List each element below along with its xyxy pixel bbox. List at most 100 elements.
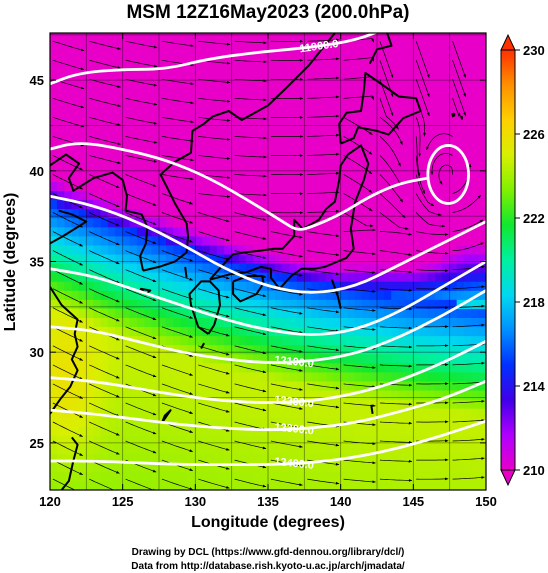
field-cell [427, 408, 436, 418]
field-cell [209, 299, 218, 309]
field-cell [136, 163, 145, 173]
field-cell [311, 290, 320, 300]
field-cell [202, 344, 211, 355]
field-cell [253, 45, 262, 56]
field-cell [144, 371, 153, 382]
colorbar-tick-label: 214 [523, 379, 545, 394]
field-cell [144, 54, 153, 65]
field-cell [129, 444, 138, 455]
field-cell [50, 72, 58, 83]
field-cell [50, 208, 58, 219]
field-cell [158, 272, 167, 282]
field-cell [50, 217, 58, 228]
field-cell [463, 335, 472, 346]
field-cell [391, 281, 400, 291]
field-cell [325, 244, 334, 255]
field-cell [56, 244, 65, 255]
field-cell [136, 145, 145, 155]
streamline [198, 97, 231, 103]
colorbar-extend-max [500, 33, 516, 51]
streamline [52, 155, 84, 171]
field-cell [260, 90, 269, 101]
field-cell [78, 272, 87, 282]
field-cell [56, 36, 65, 46]
field-cell [289, 281, 298, 291]
field-cell [136, 426, 145, 436]
field-cell [347, 163, 356, 173]
field-cell [347, 263, 356, 273]
field-cell [195, 199, 203, 210]
field-cell [64, 326, 73, 337]
field-cell [107, 399, 116, 409]
field-cell [282, 190, 291, 201]
field-cell [136, 181, 145, 192]
field-cell [449, 371, 458, 382]
field-cell [362, 335, 371, 346]
field-cell [427, 54, 436, 65]
field-cell [187, 208, 196, 219]
field-cell [325, 127, 334, 137]
streamline [89, 174, 120, 189]
field-cell [129, 163, 138, 173]
field-cell [398, 217, 407, 228]
field-cell [449, 253, 458, 264]
streamline [416, 269, 449, 273]
field-cell [224, 399, 232, 409]
field-cell [340, 290, 349, 300]
field-cell [245, 172, 254, 183]
field-cell [427, 108, 436, 119]
field-cell [442, 208, 450, 219]
field-cell [391, 344, 400, 355]
field-cell [260, 163, 269, 173]
field-cell [398, 181, 407, 192]
field-cell [209, 136, 218, 146]
field-cell [245, 163, 254, 173]
field-cell [86, 299, 94, 309]
field-cell [369, 181, 378, 192]
streamline [198, 345, 230, 356]
streamline [270, 269, 303, 277]
field-cell [260, 417, 269, 427]
field-cell [463, 108, 472, 119]
field-cell [340, 90, 349, 101]
field-cell [158, 426, 167, 436]
field-cell [442, 353, 450, 364]
streamline [198, 193, 231, 198]
field-cell [398, 362, 407, 373]
field-cell [369, 353, 378, 364]
field-cell [274, 81, 283, 92]
field-cell [93, 417, 102, 427]
field-cell [311, 253, 320, 264]
field-cell [115, 253, 123, 264]
field-cell [333, 45, 341, 56]
field-cell [391, 45, 400, 56]
field-cell [158, 353, 167, 364]
field-cell [165, 172, 174, 183]
field-cell [471, 54, 480, 65]
field-cell [56, 408, 65, 418]
field-cell [296, 389, 305, 400]
field-cell [325, 45, 334, 56]
field-cell [216, 45, 225, 56]
field-cell [383, 272, 392, 282]
field-cell [100, 263, 109, 273]
streamline [270, 326, 303, 334]
field-cell [413, 253, 421, 264]
field-cell [93, 117, 102, 128]
streamline [438, 164, 454, 185]
field-cell [325, 299, 334, 309]
field-cell [93, 145, 102, 155]
field-cell [107, 226, 116, 237]
field-cell [289, 136, 298, 146]
streamline [343, 459, 376, 465]
field-cell [180, 371, 189, 382]
field-cell [50, 317, 58, 328]
field-cell [383, 290, 392, 300]
y-tick-label: 40 [30, 164, 44, 179]
field-cell [253, 33, 262, 37]
field-cell [391, 253, 400, 264]
field-cell [78, 54, 87, 65]
field-cell [86, 444, 94, 455]
field-cell [165, 444, 174, 455]
